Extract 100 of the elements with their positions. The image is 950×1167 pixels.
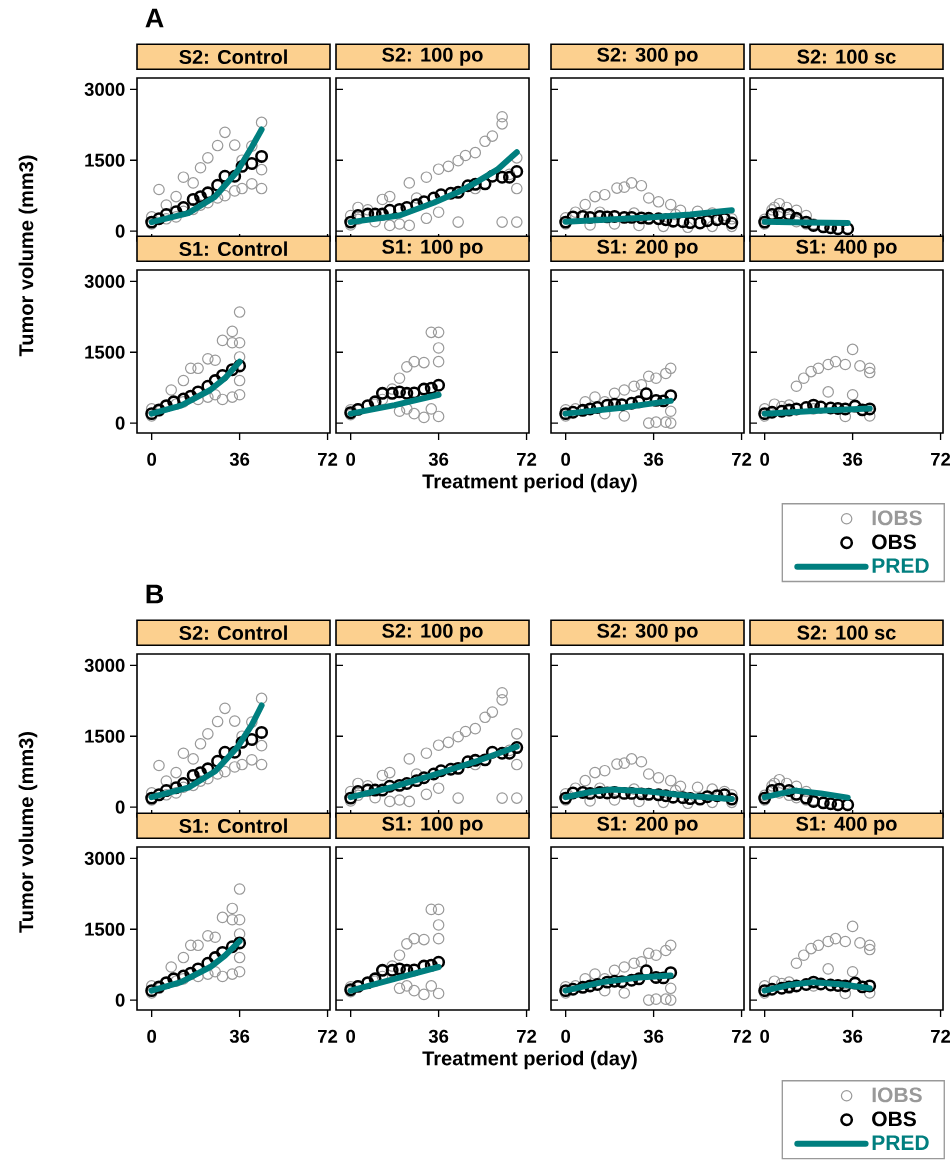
point	[812, 939, 825, 952]
y-tick-label: 0	[115, 416, 125, 430]
point	[452, 730, 464, 743]
x-axis-title: Treatment period (day)	[422, 473, 637, 493]
y-tick-label: 3000	[84, 851, 125, 865]
point	[657, 796, 670, 809]
point	[246, 754, 258, 766]
point	[598, 188, 611, 201]
point	[236, 182, 248, 195]
point	[393, 385, 406, 399]
legend-label: IOBS	[872, 1087, 922, 1103]
point	[510, 216, 523, 228]
point	[579, 198, 592, 211]
point	[432, 782, 445, 794]
point	[863, 943, 876, 956]
legend-label: OBS	[872, 534, 916, 550]
point	[839, 358, 852, 371]
point	[236, 758, 248, 771]
point	[594, 206, 606, 218]
point	[725, 213, 738, 225]
point	[780, 201, 793, 214]
point	[642, 192, 655, 204]
point	[625, 177, 638, 189]
point	[420, 212, 433, 225]
point	[822, 935, 834, 948]
point	[442, 736, 455, 749]
x-tick-label: 36	[229, 1029, 250, 1043]
point	[187, 753, 199, 765]
point	[408, 984, 420, 997]
point	[486, 706, 499, 718]
point	[569, 206, 582, 218]
point	[608, 387, 621, 400]
point	[664, 982, 677, 995]
x-tick-label: 0	[760, 452, 770, 466]
x-tick-label: 72	[517, 452, 537, 466]
point	[664, 939, 677, 952]
point	[170, 766, 182, 779]
point	[664, 362, 677, 375]
point	[479, 135, 491, 148]
point	[420, 788, 433, 801]
y-tick-label: 1500	[85, 345, 125, 359]
point	[611, 758, 623, 770]
x-tick-label: 0	[760, 1029, 770, 1043]
point	[618, 987, 631, 999]
point	[650, 993, 662, 1005]
point	[160, 775, 173, 787]
chart-title: S1: 200 po	[597, 239, 698, 258]
point	[510, 165, 524, 179]
point	[425, 980, 438, 992]
point	[589, 766, 601, 779]
point	[693, 216, 707, 230]
x-tick-label: 36	[428, 1029, 449, 1043]
point	[425, 903, 438, 916]
point	[226, 913, 239, 926]
point	[496, 118, 508, 130]
point	[822, 386, 834, 398]
point	[633, 795, 645, 808]
point	[846, 965, 859, 978]
point	[831, 798, 845, 812]
point	[846, 388, 859, 401]
point	[403, 177, 416, 189]
point	[598, 764, 611, 777]
point	[403, 219, 416, 232]
point	[691, 781, 704, 794]
point	[233, 883, 246, 895]
point	[352, 201, 364, 214]
chart-title: S2: Control	[179, 625, 287, 641]
point	[664, 994, 677, 1006]
point	[469, 722, 482, 735]
point	[863, 362, 876, 375]
point	[177, 951, 190, 964]
point	[432, 326, 445, 339]
point	[664, 417, 677, 429]
point	[452, 154, 464, 167]
point	[664, 774, 677, 787]
y-tick-label: 1500	[85, 153, 125, 167]
point	[432, 932, 445, 945]
point	[773, 197, 786, 210]
x-tick-label: 0	[561, 452, 571, 466]
point	[639, 387, 653, 401]
point	[233, 306, 246, 318]
point	[611, 182, 623, 194]
point	[706, 783, 719, 795]
point	[228, 185, 241, 197]
point	[432, 739, 445, 751]
point	[233, 388, 246, 401]
point	[618, 410, 631, 422]
point	[642, 417, 655, 429]
x-tick-label: 72	[318, 1029, 338, 1043]
point	[618, 961, 631, 973]
point	[418, 411, 430, 424]
point	[255, 163, 268, 176]
point	[824, 797, 838, 811]
point	[618, 181, 631, 193]
point	[863, 366, 876, 379]
x-tick-label: 36	[842, 1029, 863, 1043]
point	[194, 161, 207, 174]
point	[401, 938, 413, 950]
point	[657, 220, 670, 233]
x-tick-label: 36	[643, 1029, 664, 1043]
